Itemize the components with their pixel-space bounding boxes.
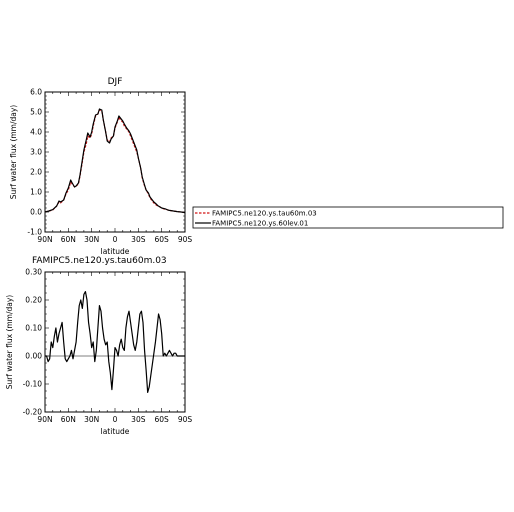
- y-tick-label: 0.30: [25, 268, 42, 277]
- y-tick-label: 0.20: [25, 296, 42, 305]
- chart-2-plot: 90N 60N 30N 0 30S 60S 90S -0.20 -0.10 0.00 0.10 0.2…: [23, 268, 193, 424]
- x-tick-label: 60S: [155, 415, 170, 424]
- x-tick-label: 30S: [131, 415, 146, 424]
- chart-2-series-1-line: [45, 291, 185, 393]
- y-tick-label: 4.0: [30, 128, 42, 137]
- x-tick-label: 90N: [37, 235, 52, 244]
- x-tick-label: 30N: [84, 415, 99, 424]
- x-tick-label: 90S: [178, 235, 193, 244]
- x-tick-label: 90S: [178, 415, 193, 424]
- top-x-axis-label: latitude: [101, 247, 130, 256]
- y-tick-label: -1.0: [27, 228, 42, 237]
- legend-entry-1: FAMIPC5.ne120.ys.tau60m.03: [212, 210, 317, 218]
- y-tick-label: 0.10: [25, 324, 42, 333]
- bottom-x-axis-label: latitude: [101, 427, 130, 436]
- y-tick-label: 0.00: [25, 352, 42, 361]
- chart-1-series-2-line: [44, 108, 186, 214]
- chart-1-plot: 90N 60N 30N 0 30S 60S 90S -1.0 0.0 1.0 2.0 3.0 4.0 5.…: [27, 88, 192, 244]
- top-y-axis-label: Surf water flux (mm/day): [9, 105, 18, 200]
- x-tick-label: 30N: [84, 235, 99, 244]
- legend-box: [192, 206, 504, 229]
- x-tick-label: 0: [113, 235, 118, 244]
- y-tick-label: 3.0: [30, 148, 42, 157]
- x-tick-label: 60N: [61, 235, 76, 244]
- x-tick-label: 60S: [155, 235, 170, 244]
- y-tick-label: 6.0: [30, 88, 42, 97]
- top-chart-title: DJF: [108, 77, 123, 87]
- x-tick-label: 60N: [61, 415, 76, 424]
- y-tick-label: -0.10: [23, 380, 43, 389]
- y-tick-label: -0.20: [23, 408, 43, 417]
- x-tick-label: 0: [113, 415, 118, 424]
- y-tick-label: 5.0: [30, 108, 42, 117]
- y-tick-label: 0.0: [30, 208, 42, 217]
- bottom-y-axis-label: Surf water flux (mm/day): [5, 295, 14, 390]
- y-tick-label: 2.0: [30, 168, 42, 177]
- legend-entry-2: FAMIPC5.ne120.ys.60lev.01: [212, 220, 308, 228]
- bottom-chart-title: FAMIPC5.ne120.ys.tau60m.03: [32, 256, 167, 266]
- chart-2-frame: [44, 271, 186, 413]
- x-tick-label: 90N: [37, 415, 52, 424]
- y-tick-label: 1.0: [30, 188, 42, 197]
- x-tick-label: 30S: [131, 235, 146, 244]
- legend: FAMIPC5.ne120.ys.tau60m.03 FAMIPC5.ne120…: [192, 206, 504, 229]
- chart-1-frame: [44, 91, 186, 233]
